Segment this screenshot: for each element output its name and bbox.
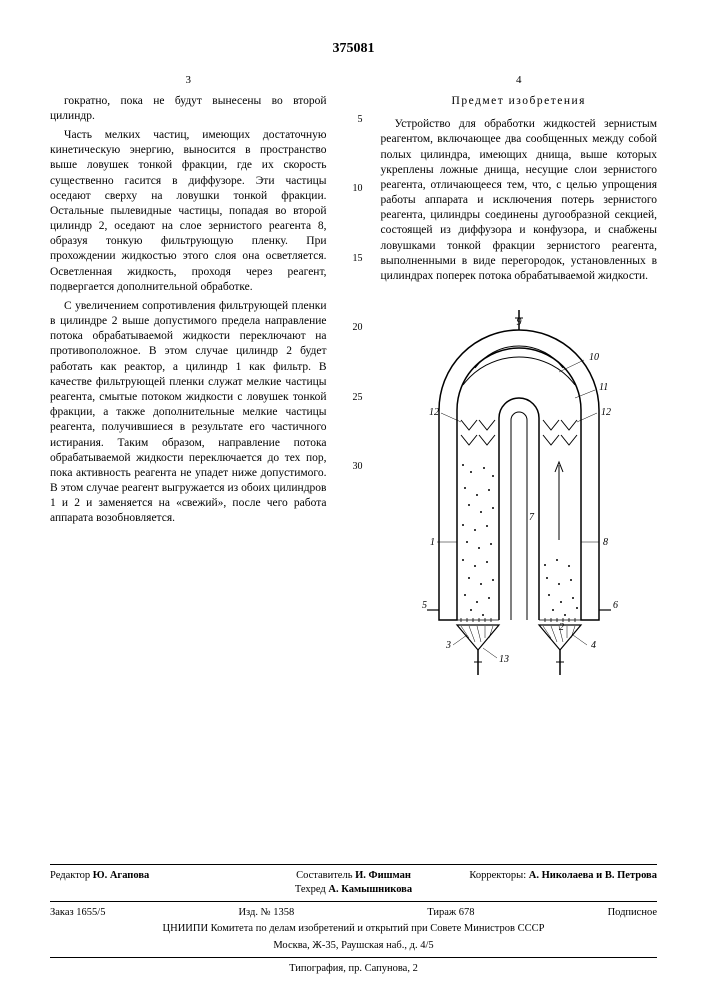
- line-num: 5: [345, 113, 363, 127]
- correctors: Корректоры: А. Николаева и В. Петрова: [455, 869, 657, 897]
- editor: Редактор Ю. Агапова: [50, 869, 252, 897]
- organization: ЦНИИПИ Комитета по делам изобретений и о…: [50, 922, 657, 936]
- claims-title: Предмет изобретения: [381, 94, 658, 110]
- credits-row: Редактор Ю. Агапова Составитель И. Фишма…: [50, 869, 657, 897]
- svg-text:8: 8: [603, 537, 608, 548]
- right-column: 4 Предмет изобретения Устройство для обр…: [381, 73, 658, 714]
- page-num-right: 4: [381, 73, 658, 88]
- subscription: Подписное: [608, 906, 657, 920]
- apparatus-diagram-icon: 9 10 11 12 12 1 7 8 5: [399, 290, 639, 710]
- svg-text:3: 3: [445, 640, 451, 651]
- line-num: 10: [345, 182, 363, 196]
- pub-info: Заказ 1655/5 Изд. № 1358 Тираж 678 Подпи…: [50, 906, 657, 920]
- izd-num: Изд. № 1358: [238, 906, 294, 920]
- left-column: 3 гократно, пока не будут вынесены во вт…: [50, 73, 327, 714]
- patent-number: 375081: [50, 40, 657, 59]
- svg-text:1: 1: [430, 537, 435, 548]
- svg-text:12: 12: [429, 407, 439, 418]
- footer: Редактор Ю. Агапова Составитель И. Фишма…: [50, 860, 657, 976]
- paragraph: Часть мелких частиц, имеющих достаточную…: [50, 128, 327, 295]
- svg-text:13: 13: [499, 654, 509, 665]
- order-num: Заказ 1655/5: [50, 906, 105, 920]
- tirazh: Тираж 678: [427, 906, 474, 920]
- address-2: Типография, пр. Сапунова, 2: [50, 962, 657, 976]
- patent-figure: 9 10 11 12 12 1 7 8 5: [381, 290, 658, 714]
- svg-text:4: 4: [591, 640, 596, 651]
- paragraph: Устройство для обработки жидкостей зерни…: [381, 117, 658, 284]
- line-numbers: 5 10 15 20 25 30: [345, 73, 363, 714]
- svg-text:11: 11: [599, 382, 608, 393]
- svg-text:10: 10: [589, 352, 599, 363]
- svg-text:7: 7: [529, 512, 535, 523]
- svg-text:2: 2: [559, 622, 564, 633]
- page: 375081 3 гократно, пока не будут вынесен…: [0, 0, 707, 1000]
- paragraph: гократно, пока не будут вынесены во втор…: [50, 94, 327, 124]
- compiler: Составитель И. Фишман Техред А. Камышник…: [252, 869, 454, 897]
- svg-text:12: 12: [601, 407, 611, 418]
- line-num: 15: [345, 252, 363, 266]
- svg-text:9: 9: [516, 317, 521, 328]
- columns: 3 гократно, пока не будут вынесены во вт…: [50, 73, 657, 714]
- line-num: 30: [345, 460, 363, 474]
- line-num: 20: [345, 321, 363, 335]
- line-num: 25: [345, 391, 363, 405]
- page-num-left: 3: [50, 73, 327, 88]
- paragraph: С увеличением сопротивления фильтрующей …: [50, 299, 327, 527]
- address-1: Москва, Ж-35, Раушская наб., д. 4/5: [50, 939, 657, 953]
- svg-text:5: 5: [422, 600, 427, 611]
- svg-text:6: 6: [613, 600, 618, 611]
